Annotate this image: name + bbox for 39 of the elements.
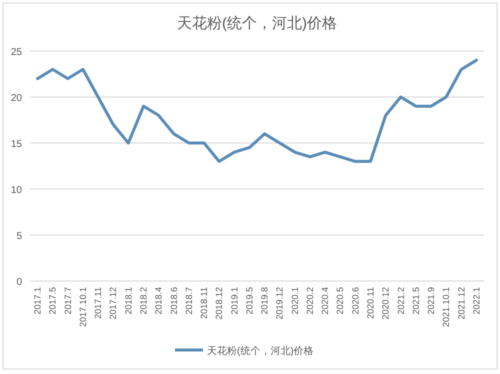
- x-tick-label: 2018.1: [123, 287, 134, 315]
- x-tick-label: 2021.2: [396, 287, 406, 315]
- x-tick-label: 2018.12: [214, 287, 224, 320]
- x-tick-label: 2020.12: [380, 287, 391, 320]
- x-tick-label: 2020.2: [304, 287, 315, 315]
- x-tick-label: 2021.9: [426, 287, 436, 315]
- x-tick-label: 2017.12: [108, 287, 118, 320]
- x-tick-label: 2020.1: [290, 287, 300, 315]
- x-tick-label: 2018.4: [154, 287, 164, 315]
- x-tick-label: 2020.4: [320, 287, 330, 315]
- x-tick-label: 2020.5: [335, 287, 346, 315]
- x-tick-label: 2017.10.1: [78, 287, 88, 328]
- x-tick-label: 2020.6: [350, 287, 360, 315]
- x-tick-label: 2021.12: [456, 287, 466, 320]
- x-tick-label: 2018.11: [199, 287, 210, 319]
- y-tick-label: 0: [16, 277, 22, 288]
- y-tick-label: 20: [10, 93, 22, 104]
- y-tick-label: 15: [10, 139, 22, 150]
- x-tick-label: 2017.1: [32, 287, 43, 315]
- x-tick-label: 2022.1: [471, 287, 482, 315]
- x-tick-label: 2018.6: [168, 287, 179, 315]
- line-series: [36, 58, 478, 163]
- x-tick-label: 2019.12: [274, 287, 285, 320]
- x-tick-label: 2017.5: [48, 287, 58, 315]
- x-tick-label: 2020.11: [366, 287, 376, 319]
- x-tick-label: 2017.7: [62, 287, 73, 315]
- y-tick-label: 25: [10, 47, 22, 58]
- x-tick-label: 2017.11: [93, 287, 104, 319]
- x-tick-label: 2021.5: [410, 287, 421, 315]
- chart-title: 天花粉(统个，河北)价格: [177, 15, 337, 32]
- legend-label: 天花粉(统个，河北)价格: [207, 345, 314, 357]
- x-tick-label: 2019.5: [244, 287, 254, 315]
- y-tick-label: 5: [16, 231, 22, 242]
- x-tick-label: 2018.7: [184, 287, 194, 315]
- x-tick-label: 2019.1: [229, 287, 240, 315]
- x-tick-label: 2019.8: [260, 287, 270, 315]
- x-tick-label: 2018.2: [138, 287, 148, 315]
- x-tick-label: 2021.10.1: [441, 287, 452, 328]
- y-tick-label: 10: [10, 185, 22, 196]
